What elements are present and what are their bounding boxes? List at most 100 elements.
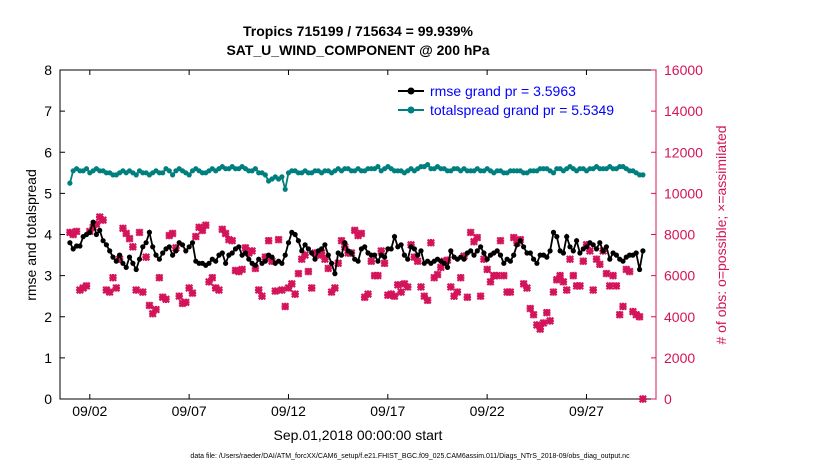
obs-marker	[549, 288, 558, 297]
rmse-point	[329, 260, 335, 266]
obs-marker	[539, 318, 548, 327]
obs-marker	[506, 288, 515, 297]
rmse-point	[550, 229, 557, 235]
spread-point	[160, 170, 166, 176]
legend-spread-marker	[407, 106, 415, 114]
rmse-point	[534, 260, 540, 266]
rmse-point	[444, 264, 451, 270]
rmse-point	[411, 246, 417, 252]
y-tick-label: 1	[44, 350, 52, 366]
rmse-point	[103, 242, 109, 248]
rmse-point	[527, 250, 533, 256]
y-tick-label: 4	[44, 227, 52, 243]
obs-marker	[307, 283, 316, 292]
obs-marker	[248, 246, 257, 255]
obs-marker	[320, 255, 329, 264]
obs-marker	[271, 287, 280, 296]
rmse-point	[279, 260, 285, 266]
rmse-point	[401, 252, 407, 258]
rmse-point	[547, 248, 553, 254]
y-tick-label: 8	[44, 62, 52, 78]
rmse-point	[507, 258, 513, 264]
plot-area: 0 1 2 3 4 5 6 7 8 0 2000 4000 6000 8000 10000 12000 1400…	[44, 62, 703, 419]
obs-marker	[254, 286, 263, 294]
rmse-point	[70, 246, 76, 252]
rmse-point	[584, 244, 590, 250]
obs-marker	[304, 267, 313, 276]
x-tick-label: 09/27	[569, 403, 604, 419]
rmse-point	[478, 244, 484, 250]
rmse-point	[633, 250, 639, 256]
obs-marker	[546, 316, 555, 325]
obs-marker	[185, 283, 194, 292]
rmse-point	[405, 256, 411, 262]
obs-marker	[148, 309, 157, 318]
obs-marker	[526, 304, 535, 313]
obs-marker	[466, 228, 475, 237]
obs-marker	[486, 277, 495, 286]
rmse-point	[166, 244, 172, 250]
x-tick-label: 09/12	[271, 403, 306, 419]
rmse-point	[322, 242, 328, 248]
obs-marker	[605, 281, 614, 290]
obs-marker	[602, 269, 611, 278]
obs-marker	[281, 302, 290, 311]
obs-marker	[357, 229, 366, 238]
obs-marker	[469, 237, 478, 246]
rmse-point	[285, 240, 292, 246]
rmse-point	[219, 250, 225, 256]
obs-marker	[499, 271, 508, 280]
rmse-point	[382, 254, 388, 260]
rmse-point	[312, 256, 318, 262]
obs-marker	[496, 236, 505, 245]
obs-marker	[228, 236, 237, 245]
obs-marker	[559, 277, 568, 286]
rmse-point	[332, 271, 338, 277]
y-right-tick-label: 8000	[664, 227, 695, 243]
rmse-point	[87, 229, 93, 235]
spread-point	[252, 166, 258, 172]
obs-marker	[330, 283, 339, 292]
y-right-tick-label: 14000	[664, 103, 703, 119]
y-right-tick-label: 16000	[664, 62, 703, 78]
rmse-point	[123, 264, 129, 270]
rmse-point	[620, 258, 626, 264]
rmse-point	[246, 256, 252, 262]
rmse-point	[143, 240, 149, 246]
spread-point	[170, 172, 176, 178]
rmse-point	[256, 256, 262, 262]
rmse-point	[514, 242, 520, 248]
obs-marker	[198, 226, 207, 235]
rmse-point	[398, 242, 404, 248]
rmse-point	[299, 248, 305, 254]
rmse-point	[501, 260, 507, 266]
y-axis-label: rmse and totalspread	[23, 169, 39, 301]
obs-marker	[138, 288, 147, 297]
rmse-point	[153, 252, 159, 258]
obs-marker	[493, 271, 502, 280]
obs-marker	[479, 255, 488, 264]
rmse-point	[511, 252, 517, 258]
chart-title: Tropics 715199 / 715634 = 99.939%	[243, 23, 474, 39]
obs-marker	[221, 229, 230, 238]
y-tick-label: 3	[44, 268, 52, 284]
rmse-point	[130, 260, 136, 266]
legend-rmse-label: rmse grand pr = 3.5963	[430, 83, 576, 99]
rmse-point	[388, 246, 394, 252]
obs-marker	[450, 292, 459, 301]
y-right-tick-label: 2000	[664, 350, 695, 366]
obs-marker	[334, 259, 343, 268]
spread-point	[262, 172, 268, 178]
rmse-point	[179, 242, 186, 248]
obs-marker	[436, 263, 445, 272]
spread-point	[166, 168, 172, 174]
rmse-point	[391, 234, 398, 240]
obs-marker	[417, 282, 425, 291]
rmse-point	[156, 256, 162, 262]
rmse-point	[577, 250, 583, 256]
obs-marker	[291, 290, 300, 299]
rmse-point	[213, 258, 219, 264]
obs-marker	[205, 277, 214, 286]
obs-marker	[397, 288, 406, 297]
obs-marker	[619, 302, 627, 311]
